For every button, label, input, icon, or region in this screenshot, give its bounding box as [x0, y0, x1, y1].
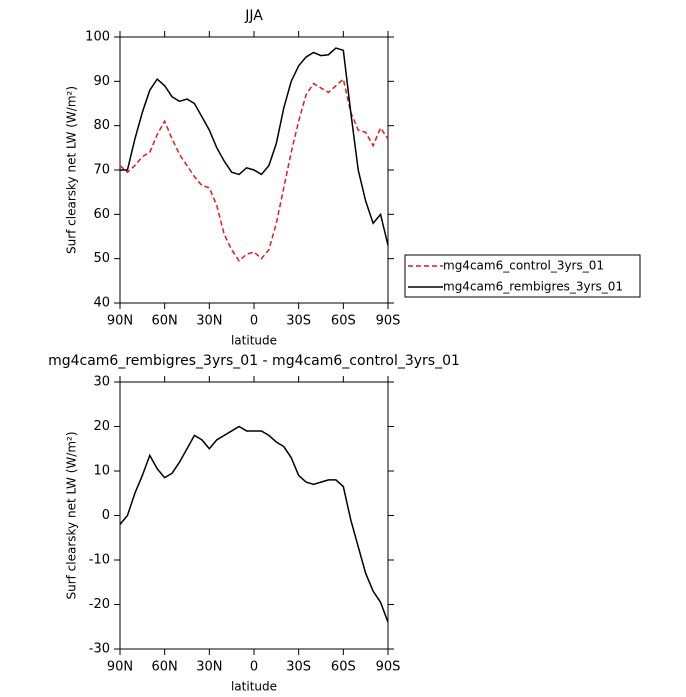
data-line	[119, 425, 389, 623]
y-tick-label: 10	[93, 464, 110, 479]
legend-label: mg4cam6_rembigres_3yrs_01	[443, 280, 623, 294]
y-tick-label: 80	[93, 118, 110, 133]
chart-title: mg4cam6_rembigres_3yrs_01 - mg4cam6_cont…	[48, 353, 460, 369]
y-tick-label: 0	[102, 508, 110, 523]
y-tick-label: 30	[93, 375, 110, 390]
y-tick-label: -20	[89, 597, 110, 612]
y-tick-label: 40	[93, 296, 110, 311]
legend-label: mg4cam6_control_3yrs_01	[443, 259, 604, 273]
y-tick-label: -10	[89, 553, 110, 568]
y-axis-label: Surf clearsky net LW (W/m²)	[65, 431, 79, 599]
x-tick-label: 60S	[331, 314, 356, 329]
y-tick-label: -30	[89, 642, 110, 657]
x-tick-label: 60N	[152, 660, 178, 675]
x-tick-label: 90S	[376, 660, 401, 675]
y-tick-label: 90	[93, 74, 110, 89]
y-axis-label: Surf clearsky net LW (W/m²)	[65, 86, 79, 254]
x-tick-label: 30N	[196, 660, 222, 675]
y-tick-label: 50	[93, 251, 110, 266]
x-tick-label: 90N	[107, 314, 133, 329]
data-line	[120, 47, 389, 246]
x-tick-label: 30N	[196, 314, 222, 329]
y-tick-label: 100	[85, 30, 110, 45]
x-tick-label: 0	[250, 314, 258, 329]
x-axis-label: latitude	[231, 680, 277, 694]
chart-title: JJA	[244, 8, 263, 24]
y-tick-label: 20	[93, 419, 110, 434]
y-tick-label: 60	[93, 207, 110, 222]
plot-frame	[119, 381, 389, 650]
legend-box	[404, 254, 641, 298]
x-tick-label: 30S	[286, 314, 311, 329]
x-axis-label: latitude	[231, 334, 277, 348]
x-tick-label: 0	[250, 660, 258, 675]
x-tick-label: 90S	[376, 314, 401, 329]
x-tick-label: 60N	[152, 314, 178, 329]
x-tick-label: 60S	[331, 660, 356, 675]
y-tick-label: 70	[93, 163, 110, 178]
x-tick-label: 30S	[286, 660, 311, 675]
data-line	[119, 77, 389, 263]
x-tick-label: 90N	[107, 660, 133, 675]
